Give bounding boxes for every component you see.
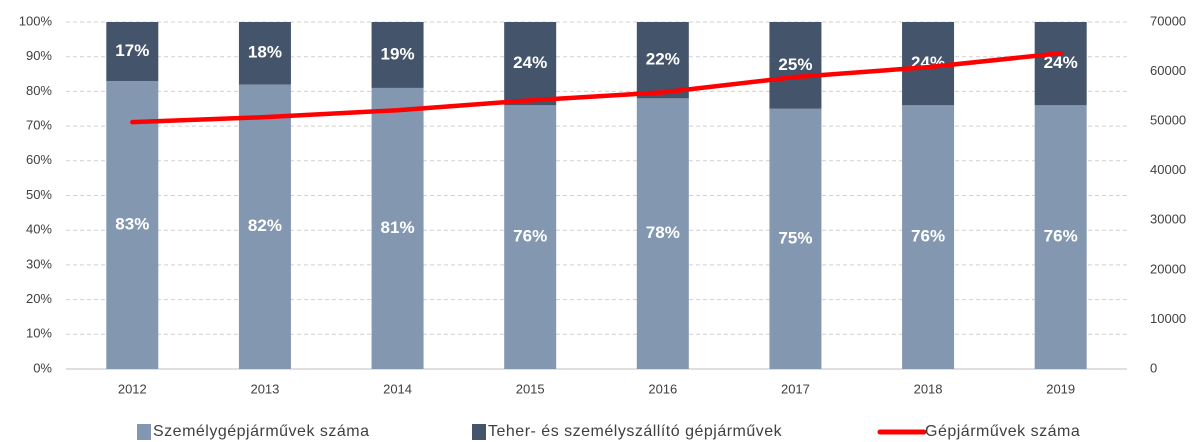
bar-segment [769,22,822,109]
x-tick-label: 2017 [781,381,810,396]
y-tick-label: 20% [26,291,52,306]
legend-swatch [137,424,151,440]
x-tick-label: 2014 [383,381,412,396]
bar-segment [1034,22,1087,106]
data-label: 82% [248,216,282,235]
legend-label: Személygépjárművek száma [153,423,370,440]
bar-segment [1034,105,1087,369]
x-tick-label: 2013 [250,381,279,396]
y-tick-label: 60% [26,152,52,167]
bar-segment [106,22,159,81]
bar-segment [769,108,822,369]
data-label: 24% [1044,53,1078,72]
y2-tick-label: 30000 [1150,212,1186,227]
data-label: 18% [248,43,282,62]
y2-tick-label: 10000 [1150,311,1186,326]
legend-swatch [472,424,486,440]
bar-segment [238,84,291,370]
y-tick-label: 50% [26,187,52,202]
x-tick-label: 2012 [118,381,147,396]
bar-segment [371,22,424,88]
legend-label: Teher- és személyszállító gépjárművek [488,423,783,440]
bar-segment [504,22,557,106]
y2-tick-label: 20000 [1150,261,1186,276]
x-tick-label: 2016 [648,381,677,396]
y-tick-label: 40% [26,222,52,237]
y2-tick-label: 60000 [1150,63,1186,78]
y-tick-label: 30% [26,256,52,271]
bar-segment [636,98,689,369]
x-tick-label: 2018 [914,381,943,396]
line [130,50,1063,125]
bar-segment [238,22,291,85]
y2-tick-label: 50000 [1150,113,1186,128]
data-label: 19% [381,44,415,63]
data-label: 76% [513,227,547,246]
data-label: 25% [778,55,812,74]
legend-label: Gépjárművek száma [925,423,1080,440]
data-label: 76% [1044,227,1078,246]
bar-segment [504,105,557,369]
y-tick-label: 90% [26,48,52,63]
y-tick-label: 0% [33,360,52,375]
x-tick-label: 2015 [516,381,545,396]
y-tick-label: 80% [26,83,52,98]
bar-segment [106,80,159,370]
y2-tick-label: 0 [1150,360,1157,375]
y-tick-label: 10% [26,326,52,341]
data-label: 75% [778,228,812,247]
bar-segment [902,105,955,369]
data-label: 81% [381,218,415,237]
y-tick-label: 100% [19,13,53,28]
bar-segment [371,87,424,370]
data-label: 83% [115,214,149,233]
data-label: 24% [513,53,547,72]
data-label: 22% [646,50,680,69]
y2-tick-label: 40000 [1150,162,1186,177]
data-label: 17% [115,41,149,60]
y-tick-label: 70% [26,118,52,133]
data-label: 78% [646,223,680,242]
data-label: 76% [911,227,945,246]
bar-segment [636,22,689,99]
y2-tick-label: 70000 [1150,13,1186,28]
x-tick-label: 2019 [1046,381,1075,396]
